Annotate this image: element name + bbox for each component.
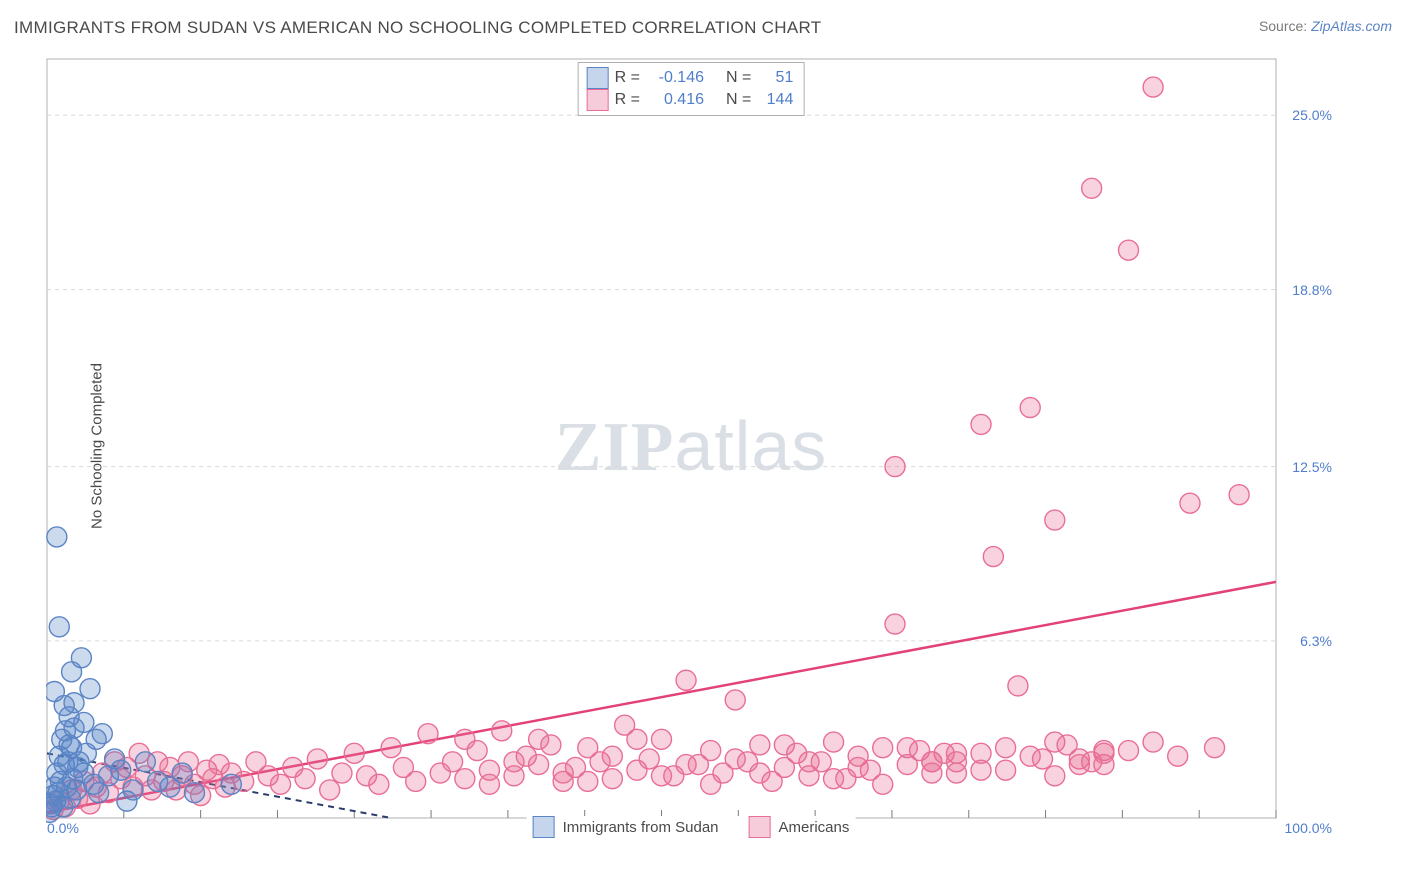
legend-item-sudan: Immigrants from Sudan (533, 816, 719, 838)
corr-r-label: R = (615, 89, 640, 111)
x-tick-label: 0.0% (47, 820, 79, 836)
swatch-blue-icon (533, 816, 555, 838)
corr-n-value-sudan: 51 (759, 67, 793, 89)
corr-r-label: R = (615, 67, 640, 89)
source-label: Source: (1259, 18, 1311, 34)
bottom-legend: Immigrants from Sudan Americans (527, 816, 856, 838)
corr-r-value-americans: 0.416 (648, 89, 704, 111)
y-tick-label: 6.3% (1300, 633, 1332, 649)
tick-labels-layer: 6.3% 12.5% 18.8% 25.0% 0.0% 100.0% (46, 58, 1336, 836)
y-tick-label: 18.8% (1292, 282, 1332, 298)
y-tick-label: 25.0% (1292, 107, 1332, 123)
x-tick-label: 100.0% (1285, 820, 1332, 836)
source-text: ZipAtlas.com (1311, 18, 1392, 34)
legend-label-americans: Americans (779, 819, 850, 836)
source-attribution: Source: ZipAtlas.com (1259, 18, 1392, 34)
swatch-pink-icon (749, 816, 771, 838)
swatch-blue-icon (587, 67, 609, 89)
corr-n-value-americans: 144 (759, 89, 793, 111)
correlation-row-americans: R = 0.416 N = 144 (587, 89, 794, 111)
chart-title: IMMIGRANTS FROM SUDAN VS AMERICAN NO SCH… (14, 18, 821, 38)
corr-r-value-sudan: -0.146 (648, 67, 704, 89)
swatch-pink-icon (587, 89, 609, 111)
chart-plot-area: ZIPatlas R = -0.146 N = 51 R = 0.416 N =… (46, 58, 1336, 836)
legend-label-sudan: Immigrants from Sudan (563, 819, 719, 836)
correlation-legend-box: R = -0.146 N = 51 R = 0.416 N = 144 (578, 62, 805, 116)
correlation-row-sudan: R = -0.146 N = 51 (587, 67, 794, 89)
corr-n-label: N = (726, 89, 751, 111)
corr-n-label: N = (726, 67, 751, 89)
y-tick-label: 12.5% (1292, 459, 1332, 475)
legend-item-americans: Americans (749, 816, 850, 838)
